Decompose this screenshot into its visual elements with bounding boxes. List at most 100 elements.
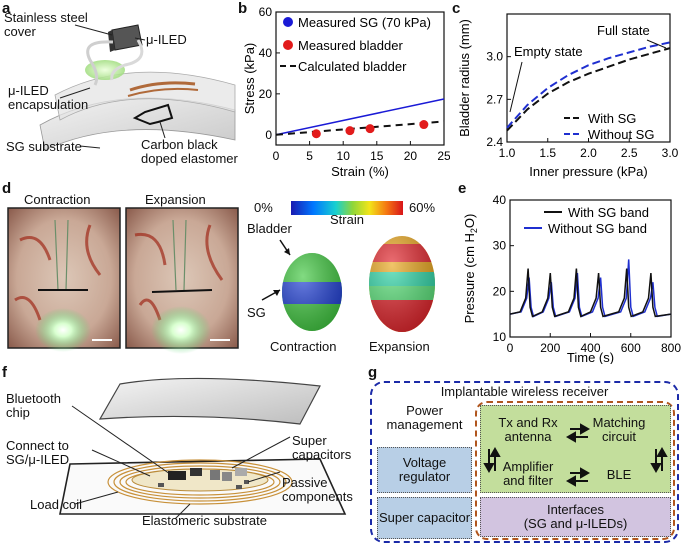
super-capacitors	[210, 470, 220, 480]
x-tick-label: 25	[437, 149, 450, 163]
x-tick-label: 10	[337, 149, 351, 163]
x-tick-label: 0	[507, 341, 514, 355]
label-elastomeric-substrate: Elastomeric substrate	[142, 513, 267, 528]
legend-marker-bladder	[283, 40, 293, 50]
label-contraction-photo: Contraction	[24, 192, 91, 207]
panel-label-d: d	[2, 180, 12, 197]
x-tick-label: 200	[540, 341, 560, 355]
x-axis-label: Time (s)	[567, 350, 614, 364]
y-tick-label: 10	[493, 330, 507, 344]
super-capacitor-label: Super capacitor	[378, 510, 471, 525]
colorbar-max: 60%	[409, 200, 436, 215]
label-model-expansion: Expansion	[369, 339, 430, 354]
x-tick-label: 1.0	[499, 146, 516, 160]
legend-label-without: Without SG band	[548, 221, 647, 236]
photo-expansion	[125, 207, 239, 354]
series-calculated-bladder	[275, 120, 445, 136]
label-connect-sg: Connect to SG/μ-ILED	[6, 438, 70, 467]
label-load-coil: Load coil	[30, 497, 83, 512]
y-tick-label: 20	[259, 87, 273, 101]
label-carbon-black: Carbon black doped elastomer	[141, 137, 238, 166]
receiver-outline	[370, 381, 679, 543]
bladder-point	[365, 124, 375, 134]
label-passive-components: Passive components	[282, 475, 353, 504]
legend-label-calc: Calculated bladder	[298, 59, 407, 74]
receiver-title: Implantable wireless receiver	[440, 384, 609, 399]
x-tick-label: 800	[661, 341, 681, 355]
model-expansion	[369, 236, 435, 332]
y-tick-label: 2.4	[486, 135, 503, 149]
annotation-arrow-empty	[509, 61, 523, 113]
chart-c: 1.0 1.5 2.0 2.5 3.0 2.4 2.7 3.0 Inner pressure (…	[457, 13, 679, 179]
model-contraction	[282, 253, 342, 331]
x-tick-label: 20	[404, 149, 418, 163]
annotation-full-state: Full state	[597, 23, 650, 38]
legend-label-sg: Measured SG (70 kPa)	[298, 15, 431, 30]
bladder-point	[419, 120, 429, 130]
legend-label-with: With SG	[588, 111, 636, 126]
x-tick-label: 0	[273, 149, 280, 163]
panel-label-e: e	[458, 180, 467, 197]
load-coil	[107, 459, 293, 505]
label-bluetooth-chip: Bluetooth chip	[6, 391, 61, 420]
x-tick-label: 2.0	[580, 146, 597, 160]
y-axis-label: Stress (kPa)	[242, 43, 257, 115]
bladder-point	[345, 126, 355, 136]
device-illustration	[39, 24, 236, 151]
label-bladder: Bladder	[247, 221, 292, 236]
series-without-sg-band	[509, 259, 672, 318]
carbon-trace	[132, 103, 174, 126]
x-tick-label: 400	[580, 341, 600, 355]
flow-arrows	[483, 423, 668, 487]
photo-contraction	[7, 207, 121, 352]
y-tick-label: 40	[493, 193, 507, 207]
label-encapsulation: μ-ILED encapsulation	[8, 83, 89, 112]
y-tick-label: 30	[493, 239, 507, 253]
x-tick-label: 15	[370, 149, 384, 163]
x-tick-label: 5	[306, 149, 313, 163]
x-tick-label: 1.5	[539, 146, 556, 160]
y-tick-label: 60	[259, 5, 273, 19]
annotation-arrow-full	[646, 39, 667, 49]
strain-colorbar	[291, 201, 403, 215]
panel-label-b: b	[238, 0, 248, 17]
label-sg: SG	[247, 305, 266, 320]
amplifier-label: Amplifier and filter	[502, 459, 554, 488]
y-tick-label: 40	[259, 46, 273, 60]
series-with-sg-band	[509, 268, 672, 318]
power-management-label: Power management	[386, 403, 463, 432]
y-axis-label: Bladder radius (mm)	[457, 19, 472, 137]
ble-label: BLE	[606, 467, 632, 482]
inner-outline	[475, 401, 675, 540]
label-expansion-photo: Expansion	[145, 192, 206, 207]
x-tick-label: 2.5	[621, 146, 638, 160]
bluetooth-chip	[168, 471, 186, 480]
colorbar-label: Strain	[330, 212, 364, 227]
y-axis-label: Pressure (cm H2O)	[462, 214, 479, 324]
x-axis-label: Strain (%)	[331, 164, 389, 179]
colorbar-min: 0%	[254, 200, 273, 215]
panel-label-g: g	[368, 364, 378, 381]
bladder-point	[311, 129, 321, 139]
panel-label-f: f	[2, 364, 7, 381]
y-tick-label: 3.0	[486, 50, 503, 64]
label-u-iled: μ-ILED	[146, 32, 187, 47]
wireless-module-illustration	[59, 377, 347, 520]
panel-label-a: a	[2, 0, 11, 17]
label-sg-substrate: SG substrate	[6, 139, 82, 154]
legend-label-without: Without SG	[588, 127, 654, 142]
x-tick-label: 600	[621, 341, 641, 355]
legend-label-bladder: Measured bladder	[298, 38, 403, 53]
annotation-empty-state: Empty state	[514, 44, 583, 59]
label-model-contraction: Contraction	[270, 339, 337, 354]
interfaces-sublabel: (SG and μ-ILEDs)	[523, 516, 628, 531]
interfaces-label: Interfaces	[546, 502, 605, 517]
series-with-sg	[506, 47, 671, 132]
voltage-regulator-block: Voltage regulator	[377, 447, 472, 493]
chart-b: 0 5 10 15 20 25 0 20 40 60 Strain (%) Stress (kPa) M…	[242, 5, 450, 179]
plot-frame	[275, 11, 445, 146]
legend-label-with: With SG band	[568, 205, 649, 220]
x-axis-label: Inner pressure (kPa)	[529, 164, 648, 179]
label-super-capacitors: Super capacitors	[292, 433, 352, 462]
x-tick-label: 3.0	[662, 146, 679, 160]
